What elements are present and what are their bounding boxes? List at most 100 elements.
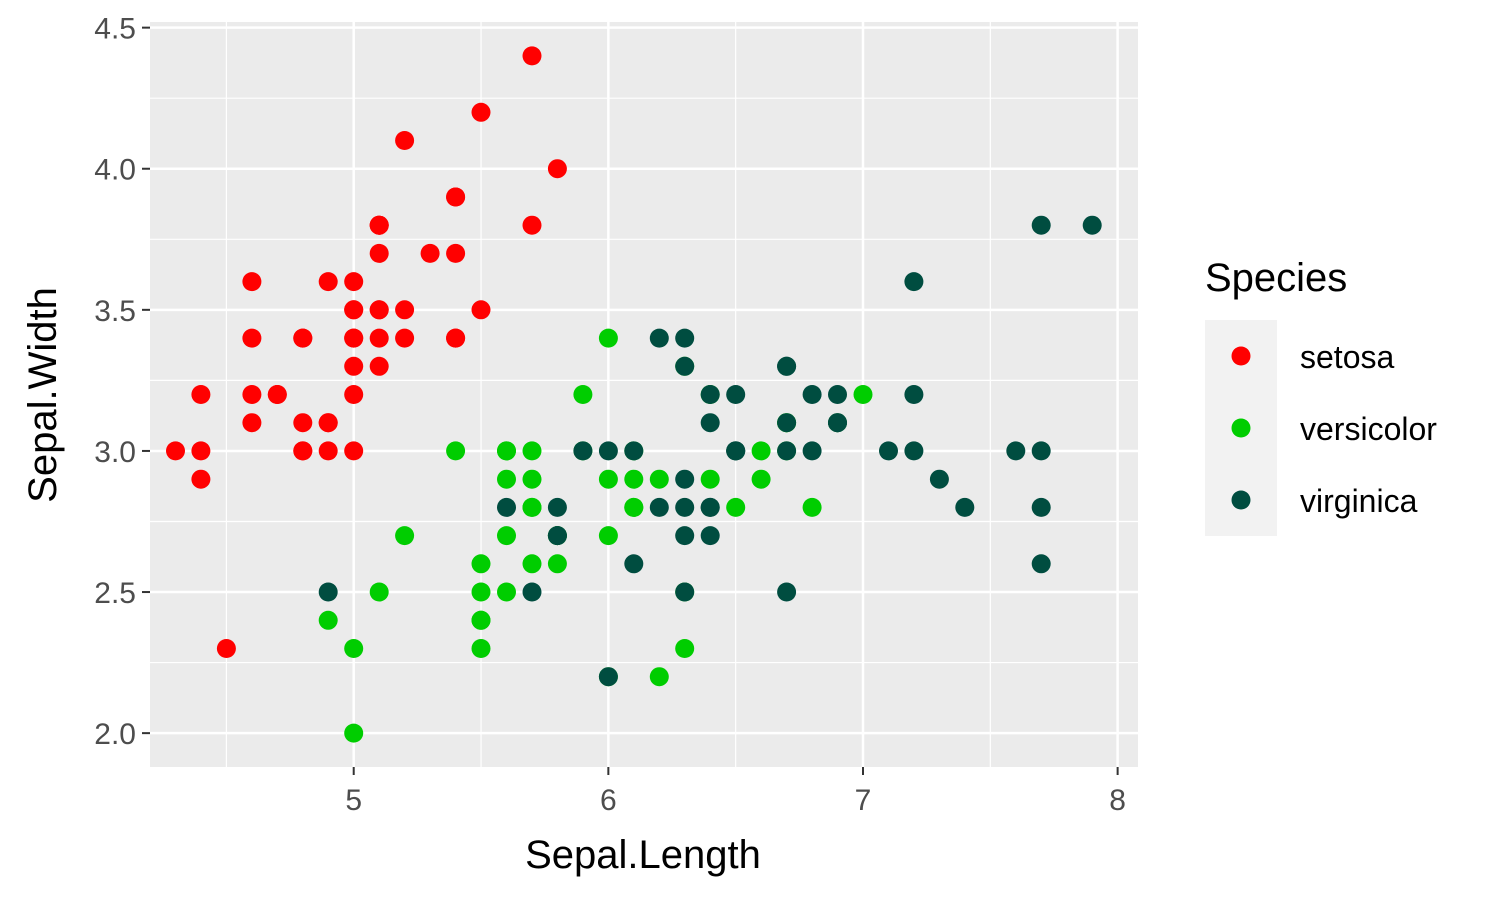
- points-layer: [166, 46, 1102, 743]
- data-point-versicolor: [471, 639, 491, 658]
- data-point-virginica: [726, 385, 746, 404]
- data-point-virginica: [700, 413, 720, 433]
- data-point-virginica: [700, 497, 720, 517]
- data-point-versicolor: [598, 328, 618, 348]
- data-point-setosa: [395, 300, 415, 320]
- data-point-versicolor: [522, 469, 542, 489]
- x-axis: 5 6 7 8: [345, 767, 1126, 817]
- data-point-versicolor: [344, 723, 364, 743]
- data-point-versicolor: [751, 441, 771, 461]
- data-point-setosa: [369, 215, 389, 235]
- data-point-setosa: [420, 243, 440, 263]
- data-point-virginica: [700, 526, 720, 546]
- legend-label-versicolor: versicolor: [1300, 411, 1437, 447]
- data-point-virginica: [1082, 215, 1102, 235]
- data-point-versicolor: [598, 526, 618, 546]
- data-point-virginica: [624, 554, 644, 574]
- data-point-virginica: [675, 356, 695, 376]
- data-point-setosa: [471, 300, 491, 320]
- data-point-virginica: [649, 328, 669, 348]
- x-tick-label: 5: [345, 784, 362, 817]
- data-point-setosa: [293, 441, 313, 461]
- data-point-versicolor: [624, 469, 644, 489]
- data-point-virginica: [547, 526, 567, 546]
- data-point-setosa: [522, 46, 542, 66]
- data-point-virginica: [828, 385, 847, 404]
- legend-title: Species: [1205, 256, 1347, 300]
- data-point-setosa: [267, 385, 287, 404]
- data-point-virginica: [802, 385, 822, 404]
- data-point-virginica: [904, 272, 924, 292]
- data-point-virginica: [1031, 215, 1051, 235]
- data-point-setosa: [242, 413, 262, 433]
- data-point-setosa: [446, 328, 466, 348]
- data-point-setosa: [522, 215, 542, 235]
- y-tick-label: 4.5: [94, 13, 136, 46]
- y-tick-label: 2.0: [94, 718, 136, 751]
- data-point-virginica: [598, 667, 618, 687]
- data-point-setosa: [293, 413, 313, 433]
- y-tick-label: 2.5: [94, 577, 136, 610]
- data-point-virginica: [1006, 441, 1026, 461]
- data-point-versicolor: [497, 526, 516, 546]
- data-point-versicolor: [497, 582, 516, 602]
- data-point-virginica: [700, 385, 720, 404]
- data-point-setosa: [344, 441, 364, 461]
- data-point-setosa: [191, 441, 211, 461]
- data-point-virginica: [777, 441, 797, 461]
- data-point-setosa: [216, 639, 236, 658]
- data-point-versicolor: [497, 469, 516, 489]
- data-point-versicolor: [624, 497, 644, 517]
- data-point-versicolor: [344, 639, 364, 658]
- data-point-virginica: [802, 441, 822, 461]
- legend-label-setosa: setosa: [1300, 339, 1394, 375]
- data-point-setosa: [166, 441, 185, 461]
- data-point-virginica: [777, 413, 797, 433]
- data-point-virginica: [777, 582, 797, 602]
- data-point-versicolor: [522, 497, 542, 517]
- data-point-virginica: [675, 328, 695, 348]
- data-point-versicolor: [598, 469, 618, 489]
- data-point-versicolor: [751, 469, 771, 489]
- data-point-setosa: [242, 385, 262, 404]
- data-point-virginica: [726, 441, 746, 461]
- data-point-versicolor: [726, 497, 746, 517]
- data-point-versicolor: [369, 582, 389, 602]
- data-point-setosa: [344, 385, 364, 404]
- y-axis-title: Sepal.Width: [21, 287, 65, 503]
- data-point-virginica: [1031, 441, 1051, 461]
- data-point-versicolor: [547, 554, 567, 574]
- data-point-virginica: [675, 526, 695, 546]
- data-point-setosa: [446, 187, 466, 207]
- data-point-versicolor: [497, 441, 516, 461]
- data-point-versicolor: [649, 469, 669, 489]
- y-tick-label: 3.5: [94, 295, 136, 328]
- data-point-setosa: [318, 441, 338, 461]
- legend: Species setosa versicolor virginica: [1205, 256, 1437, 536]
- data-point-setosa: [395, 328, 415, 348]
- data-point-setosa: [344, 300, 364, 320]
- x-tick-label: 8: [1109, 784, 1126, 817]
- data-point-virginica: [777, 356, 797, 376]
- data-point-setosa: [293, 328, 313, 348]
- data-point-virginica: [1031, 554, 1051, 574]
- data-point-setosa: [547, 159, 567, 179]
- data-point-virginica: [547, 497, 567, 517]
- data-point-virginica: [598, 441, 618, 461]
- series-setosa: [166, 46, 567, 658]
- data-point-virginica: [573, 441, 593, 461]
- legend-label-virginica: virginica: [1300, 483, 1418, 519]
- data-point-versicolor: [471, 554, 491, 574]
- data-point-versicolor: [446, 441, 466, 461]
- x-axis-title: Sepal.Length: [525, 833, 761, 877]
- data-point-virginica: [675, 497, 695, 517]
- data-point-setosa: [369, 300, 389, 320]
- data-point-versicolor: [573, 385, 593, 404]
- series-virginica: [318, 215, 1102, 687]
- data-point-virginica: [649, 497, 669, 517]
- x-tick-label: 6: [600, 784, 617, 817]
- legend-key-virginica: [1231, 490, 1251, 510]
- data-point-virginica: [929, 469, 949, 489]
